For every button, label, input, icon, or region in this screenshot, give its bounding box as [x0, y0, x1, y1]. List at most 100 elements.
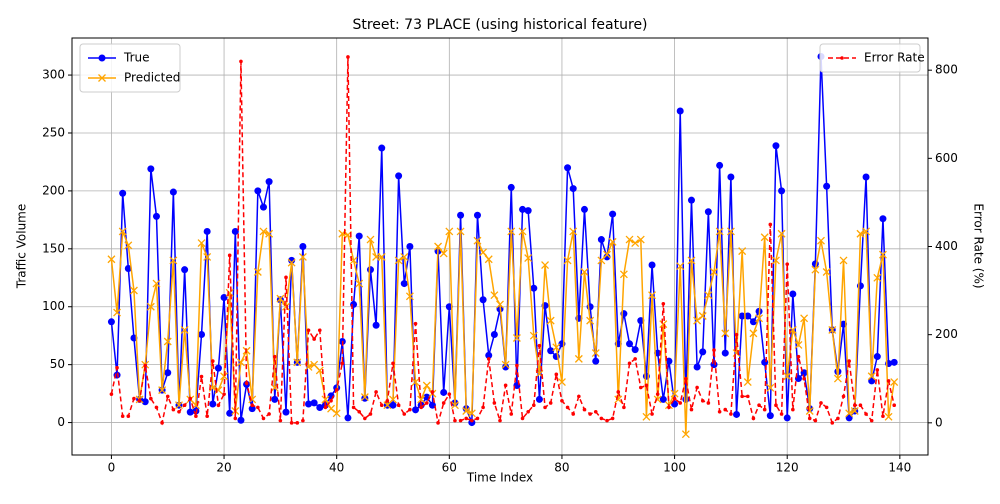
point [464, 416, 469, 421]
point [884, 412, 893, 421]
point [586, 316, 595, 325]
point [441, 401, 446, 405]
y2-tick-label: 600 [935, 151, 958, 165]
point [574, 354, 583, 363]
point [886, 379, 891, 383]
point [698, 312, 707, 320]
point [715, 227, 724, 236]
point [301, 418, 305, 423]
point [368, 412, 373, 416]
point [334, 387, 339, 392]
point [344, 414, 352, 422]
point [412, 406, 420, 414]
point [833, 374, 842, 383]
point [761, 358, 769, 366]
point [439, 249, 448, 258]
point [745, 394, 750, 399]
point [113, 308, 122, 317]
point [845, 414, 853, 422]
point [361, 394, 369, 402]
point [473, 211, 481, 219]
point [813, 418, 818, 423]
point [609, 210, 617, 218]
point [531, 403, 536, 407]
point [475, 416, 480, 421]
point [391, 361, 395, 366]
point [785, 262, 790, 266]
point [250, 403, 255, 407]
y2-tick-label: 0 [935, 415, 943, 429]
point [766, 412, 774, 420]
point [616, 390, 621, 394]
point [182, 403, 187, 407]
point [850, 407, 859, 415]
point [638, 385, 643, 390]
point [276, 294, 285, 303]
point [109, 392, 114, 396]
point [402, 412, 407, 416]
point [524, 207, 532, 215]
point [619, 270, 628, 279]
point [569, 185, 577, 193]
point [755, 314, 764, 323]
point [424, 401, 429, 405]
point [710, 268, 718, 276]
point [473, 236, 482, 245]
point [864, 412, 868, 416]
point [543, 405, 547, 410]
point [378, 144, 386, 152]
point [293, 358, 302, 367]
point [858, 403, 863, 407]
point [681, 430, 690, 439]
point [723, 407, 728, 412]
plot-frame [71, 37, 929, 456]
point [676, 107, 684, 115]
y-tick-label: 300 [42, 68, 65, 82]
point [394, 256, 403, 265]
point [890, 358, 898, 366]
point [520, 416, 525, 421]
point [644, 383, 649, 388]
point [693, 363, 701, 371]
point [695, 385, 699, 390]
point [743, 378, 752, 386]
point [627, 361, 632, 366]
point [408, 407, 412, 412]
point [199, 374, 204, 379]
point [548, 401, 553, 405]
point [210, 359, 215, 363]
point [867, 372, 876, 381]
point [726, 227, 735, 236]
point [149, 396, 153, 401]
point [744, 312, 752, 320]
y-tick-label: 150 [42, 241, 65, 255]
point [209, 400, 217, 408]
point [774, 403, 778, 407]
y-tick-label: 100 [42, 299, 65, 313]
point [699, 348, 707, 356]
point [836, 416, 840, 421]
point [659, 395, 667, 403]
point [428, 401, 436, 409]
point [396, 403, 401, 407]
point [762, 407, 767, 412]
point [738, 312, 746, 320]
point [603, 250, 611, 259]
point [233, 416, 238, 421]
point [580, 205, 588, 213]
point [305, 400, 313, 408]
point [115, 365, 119, 370]
point [794, 340, 803, 349]
point [124, 241, 133, 250]
point [389, 395, 397, 404]
point [603, 253, 611, 261]
point [244, 381, 249, 385]
point [665, 357, 673, 365]
point [524, 254, 533, 263]
x-axis-label: Time Index [466, 471, 533, 485]
point [659, 320, 668, 329]
point [169, 188, 177, 196]
point [389, 401, 397, 409]
point [434, 242, 443, 251]
point [839, 256, 848, 265]
